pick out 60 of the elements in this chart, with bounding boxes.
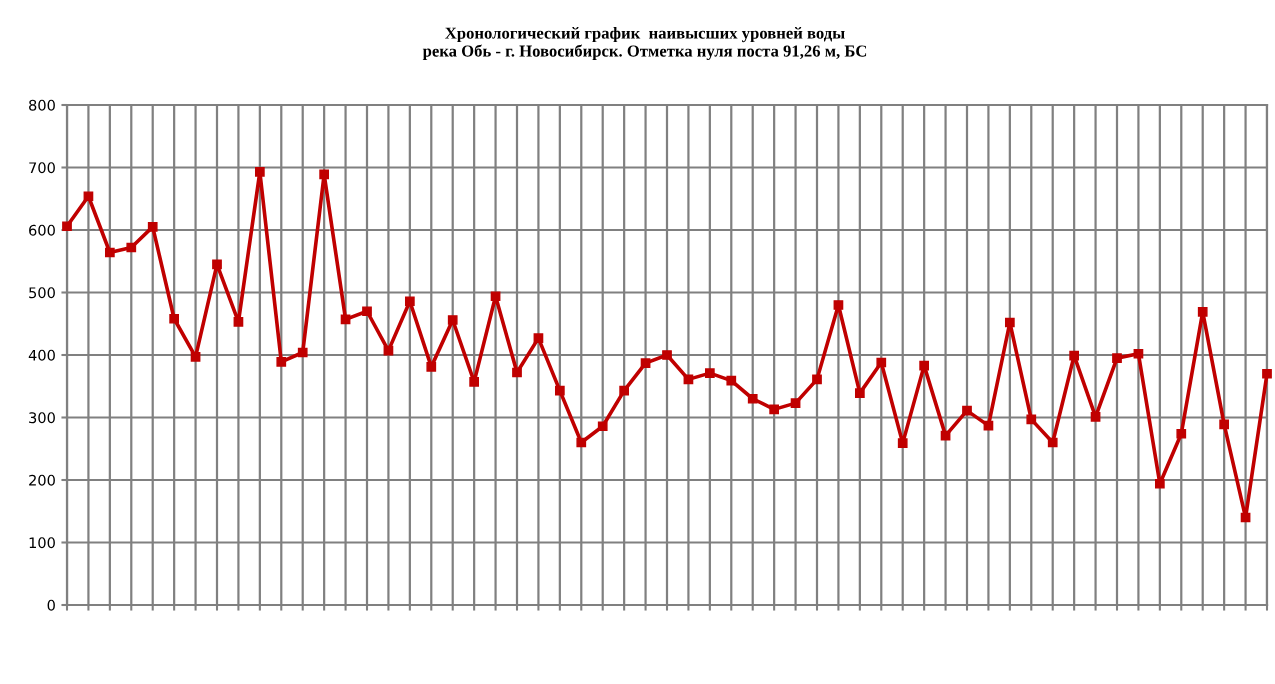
point	[1047, 437, 1058, 448]
point	[576, 437, 587, 448]
chart-title: Хронологический график наивысших уровней воды река Обь - г. Новосибирск. Отметка нуля поста 91,26 м, БС	[422, 27, 867, 61]
point	[919, 360, 930, 371]
point	[190, 352, 201, 362]
point	[297, 347, 308, 358]
point	[212, 259, 222, 270]
point	[1154, 478, 1165, 489]
point	[319, 169, 330, 180]
point	[554, 385, 565, 396]
point	[1112, 353, 1122, 363]
y-tick-label: 100	[29, 537, 55, 549]
point	[276, 357, 287, 367]
point	[1026, 414, 1037, 425]
point	[1090, 412, 1101, 422]
y-tick-label: 800	[29, 99, 55, 111]
y-tick-label: 700	[29, 162, 55, 174]
point	[854, 388, 865, 398]
point	[812, 374, 822, 385]
point	[233, 317, 244, 327]
y-tick-label: 400	[28, 349, 55, 361]
point	[640, 358, 651, 368]
y-tick-label: 300	[29, 412, 55, 424]
point	[1219, 419, 1230, 430]
point	[362, 306, 372, 317]
point	[254, 167, 265, 177]
point	[1262, 368, 1272, 379]
point	[512, 367, 522, 378]
point	[126, 242, 137, 253]
point	[169, 313, 180, 324]
point	[404, 296, 415, 307]
point	[726, 375, 737, 386]
point	[597, 421, 608, 432]
point	[533, 333, 544, 343]
point	[747, 393, 758, 404]
point	[769, 404, 780, 415]
point	[447, 315, 458, 325]
y-tick-label: 500	[29, 287, 55, 299]
point	[83, 191, 94, 202]
point	[1004, 317, 1015, 328]
point	[426, 362, 437, 372]
point	[704, 368, 715, 378]
y-tick-label: 200	[29, 474, 55, 486]
point	[147, 222, 158, 232]
y-tick-label: 0	[47, 599, 55, 611]
point	[833, 300, 844, 310]
point	[876, 357, 887, 368]
y-tick-label: 600	[29, 224, 55, 236]
point	[619, 385, 630, 396]
point	[1069, 350, 1080, 361]
point	[1133, 348, 1144, 359]
point	[1176, 428, 1187, 439]
point	[790, 398, 801, 408]
point	[662, 350, 672, 360]
point	[897, 438, 908, 448]
point	[469, 377, 480, 387]
point	[962, 405, 972, 416]
point	[490, 291, 501, 302]
point	[104, 247, 115, 258]
point	[1197, 307, 1208, 317]
